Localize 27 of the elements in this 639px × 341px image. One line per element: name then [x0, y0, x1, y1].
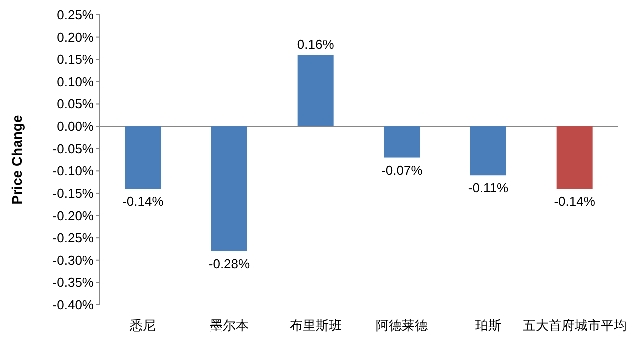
y-tick-label: -0.20%: [52, 208, 94, 224]
x-tick-label: 墨尔本: [210, 319, 249, 334]
y-tick-label: 0.25%: [57, 8, 94, 22]
data-label: 0.16%: [297, 37, 335, 52]
y-tick-label: 0.05%: [57, 96, 94, 112]
y-tick-label: 0.15%: [57, 52, 94, 68]
data-label: -0.14%: [554, 194, 596, 209]
data-label: -0.14%: [122, 194, 164, 209]
x-tick-label: 悉尼: [129, 319, 156, 334]
y-tick-label: -0.30%: [52, 252, 94, 268]
y-axis-title: Price Change: [9, 115, 25, 205]
x-tick-label: 五大首府城市平均: [522, 318, 627, 334]
y-tick-label: 0.20%: [57, 30, 94, 45]
y-tick-label: -0.15%: [52, 186, 94, 201]
x-tick-label: 阿德莱德: [376, 319, 428, 334]
x-tick-label: 珀斯: [476, 319, 502, 334]
y-tick-label: -0.10%: [52, 164, 94, 179]
y-tick-label: -0.25%: [52, 230, 94, 246]
y-tick-label: -0.35%: [52, 275, 94, 290]
data-label: -0.07%: [382, 162, 424, 178]
y-tick-label: 0.10%: [57, 74, 94, 90]
y-tick-label: -0.40%: [52, 298, 94, 312]
x-tick-label: 布里斯班: [290, 319, 342, 334]
data-label: -0.28%: [208, 256, 251, 272]
y-tick-label: 0.00%: [57, 119, 94, 134]
data-label: -0.11%: [468, 180, 510, 196]
y-tick-label: -0.05%: [52, 141, 94, 156]
